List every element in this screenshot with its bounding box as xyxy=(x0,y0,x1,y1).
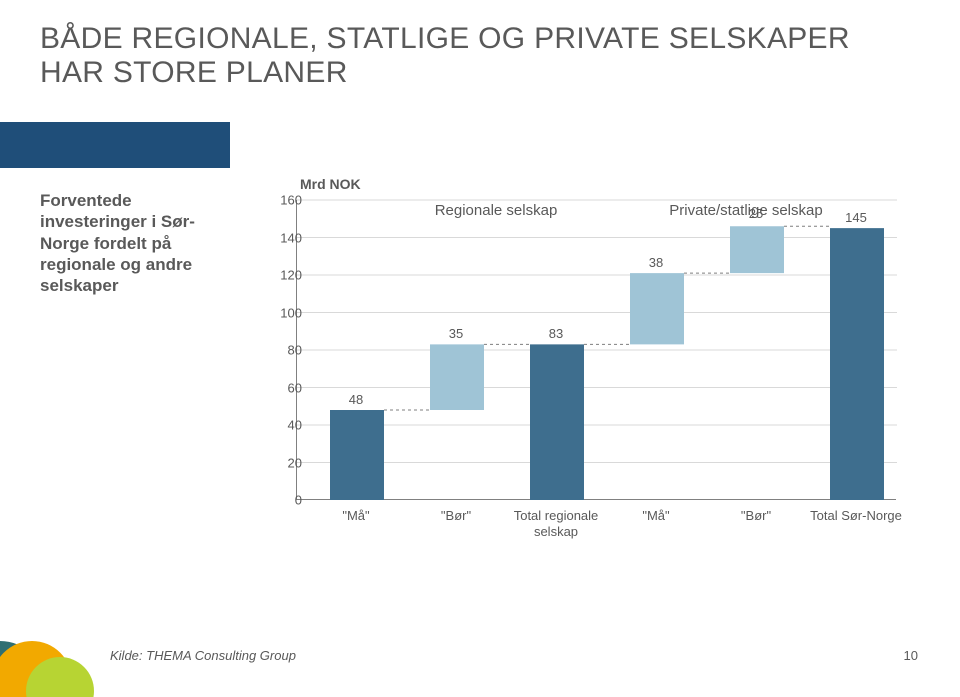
accent-block xyxy=(0,122,230,168)
series-label-1: Private/statlige selskap xyxy=(669,202,822,219)
slide: BÅDE REGIONALE, STATLIGE OG PRIVATE SELS… xyxy=(0,0,960,687)
y-tick: 120 xyxy=(270,268,302,283)
intro-text: Forventede investeringer i Sør-Norge for… xyxy=(40,190,230,296)
page-number: 10 xyxy=(904,648,918,663)
y-tick: 100 xyxy=(270,305,302,320)
plot-area xyxy=(296,200,896,500)
x-tick-ma1: "Må" xyxy=(301,508,411,524)
bar-ma2 xyxy=(630,273,684,344)
slide-title: BÅDE REGIONALE, STATLIGE OG PRIVATE SELS… xyxy=(40,22,850,90)
title-line-2: HAR STORE PLANER xyxy=(40,56,850,90)
y-tick: 20 xyxy=(270,455,302,470)
bar-value-ma2: 38 xyxy=(649,255,663,270)
y-tick: 140 xyxy=(270,230,302,245)
waterfall-chart: Mrd NOK 02040608010012014016048"Må"35"Bø… xyxy=(260,190,910,530)
x-tick-bor2: "Bør" xyxy=(701,508,811,524)
bar-value-treg: 83 xyxy=(549,326,563,341)
y-tick: 80 xyxy=(270,343,302,358)
bar-ma1 xyxy=(330,410,384,500)
y-tick: 160 xyxy=(270,193,302,208)
bar-bor2 xyxy=(730,226,784,273)
bar-value-tsor: 145 xyxy=(845,210,867,225)
x-tick-treg: Total regionale selskap xyxy=(501,508,611,539)
x-tick-ma2: "Må" xyxy=(601,508,711,524)
x-tick-tsor: Total Sør-Norge xyxy=(801,508,911,524)
x-tick-bor1: "Bør" xyxy=(401,508,511,524)
bar-value-bor1: 35 xyxy=(449,326,463,341)
corner-decoration xyxy=(0,617,110,697)
y-tick: 40 xyxy=(270,418,302,433)
y-axis-label: Mrd NOK xyxy=(300,176,361,192)
y-tick: 60 xyxy=(270,380,302,395)
series-label-0: Regionale selskap xyxy=(435,202,558,219)
bar-treg xyxy=(530,344,584,500)
plot-svg xyxy=(297,200,897,500)
bar-tsor xyxy=(830,228,884,500)
bar-value-ma1: 48 xyxy=(349,392,363,407)
title-line-1: BÅDE REGIONALE, STATLIGE OG PRIVATE SELS… xyxy=(40,22,850,56)
bar-bor1 xyxy=(430,344,484,410)
footer-source: Kilde: THEMA Consulting Group xyxy=(110,648,296,663)
y-tick: 0 xyxy=(270,493,302,508)
